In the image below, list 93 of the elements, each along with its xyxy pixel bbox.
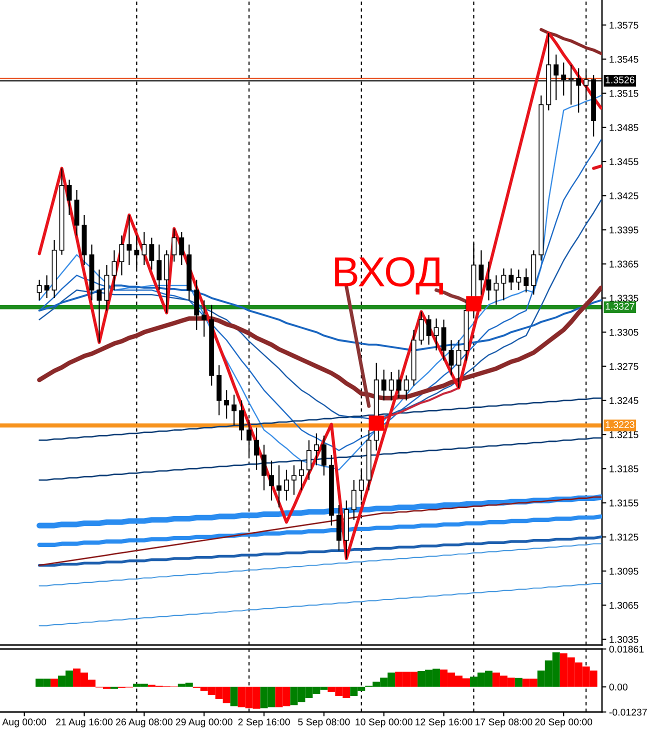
x-tick-label: 26 Aug 08:00 — [116, 718, 172, 728]
y-tick-label: 1.3575 — [610, 22, 638, 29]
line-series — [38, 437, 602, 481]
x-tick-label: 10 Sep 00:00 — [356, 718, 412, 728]
candlestick — [276, 464, 282, 508]
y-tick-label: 1.3515 — [610, 90, 638, 97]
candlestick — [156, 244, 162, 291]
line-series — [38, 94, 602, 470]
candlestick — [456, 340, 462, 388]
candlestick — [254, 427, 260, 470]
line-series — [38, 139, 602, 452]
bar — [514, 678, 522, 687]
y-tick-label: 1.3245 — [610, 397, 638, 404]
candlestick — [224, 390, 230, 420]
ref-line-label: 1.3223 — [606, 421, 634, 428]
candlestick — [36, 279, 42, 301]
y-tick-label: 1.3065 — [610, 602, 638, 609]
y-tick-label: 1.3275 — [610, 363, 638, 370]
x-tick-label: 5 Sep 08:00 — [298, 718, 350, 728]
candlestick — [306, 440, 312, 481]
line-series — [38, 583, 602, 626]
candlestick — [292, 464, 296, 496]
candlestick — [351, 480, 356, 520]
candlestick — [298, 460, 304, 491]
candlestick — [441, 319, 446, 362]
bar — [230, 686, 238, 706]
line-series — [38, 496, 602, 566]
candlestick — [202, 300, 207, 338]
y-tick-label: 0.00 — [609, 684, 628, 690]
candlestick — [426, 314, 432, 346]
bar — [50, 678, 58, 687]
line-series — [38, 536, 602, 567]
candlestick — [434, 318, 439, 351]
candlestick — [284, 469, 289, 502]
x-tick-label: 21 Aug 16:00 — [56, 718, 113, 728]
y-tick-label: 1.3425 — [610, 192, 638, 200]
x-tick-label: 17 Sep 08:00 — [476, 718, 532, 728]
candlestick — [478, 250, 484, 296]
candlestick — [524, 268, 529, 293]
candlestick — [262, 444, 266, 491]
ref-line-label: 1.3327 — [606, 302, 634, 310]
candlestick — [269, 460, 274, 502]
candlestick — [112, 250, 117, 291]
x-tick-label: 29 Aug 00:00 — [176, 718, 232, 728]
annotation: ВХОД — [335, 257, 443, 294]
line-series — [37, 514, 602, 547]
y-tick-label: 1.3395 — [610, 226, 638, 234]
y-tick-label: 1.3365 — [610, 260, 638, 268]
candlestick — [232, 394, 237, 426]
y-tick-label: 1.3485 — [610, 124, 638, 132]
candlestick — [44, 274, 50, 299]
y-tick-label: 1.3335 — [610, 294, 638, 302]
candlestick — [448, 340, 454, 376]
y-tick-label: 1.3305 — [610, 328, 638, 336]
candlestick — [142, 232, 147, 266]
candlestick — [381, 369, 386, 401]
candlestick — [418, 311, 424, 346]
candlestick — [388, 371, 394, 401]
candlestick — [96, 269, 102, 343]
y-tick-label: -0.01237 — [609, 708, 647, 716]
candlestick — [501, 268, 506, 301]
line-series — [38, 397, 602, 441]
candlestick — [508, 268, 514, 291]
y-tick-label: 1.3455 — [610, 158, 638, 166]
candlestick — [404, 374, 409, 401]
candlestick — [179, 232, 184, 266]
ref-line-label: 1.3526 — [606, 76, 634, 84]
candlestick — [172, 228, 177, 262]
y-tick-label: 1.3035 — [610, 636, 638, 643]
candlestick — [321, 435, 326, 476]
line-series — [540, 28, 602, 55]
candlestick — [396, 369, 402, 399]
candlestick — [494, 274, 499, 306]
x-tick-label: Aug 00:00 — [2, 718, 46, 728]
candlestick — [516, 269, 522, 291]
y-tick-label: 1.3185 — [610, 465, 638, 472]
x-tick-label: 2 Sep 16:00 — [238, 718, 290, 728]
y-tick-label: 1.3545 — [610, 56, 638, 63]
candlestick — [486, 261, 492, 301]
line-series — [38, 543, 602, 586]
candlestick — [66, 179, 72, 216]
candlestick — [314, 432, 319, 466]
y-tick-label: 1.3125 — [610, 534, 638, 541]
x-tick-label: 12 Sep 16:00 — [416, 718, 472, 728]
y-tick-label: 1.3095 — [610, 568, 638, 575]
y-tick-label: 0.01861 — [609, 646, 644, 653]
candlestick — [149, 237, 154, 270]
candlestick — [239, 400, 244, 441]
y-tick-label: 1.3215 — [610, 431, 638, 438]
candlestick — [119, 234, 124, 276]
y-tick-label: 1.3155 — [610, 500, 638, 506]
x-tick-label: 20 Sep 00:00 — [535, 718, 592, 728]
candlestick — [126, 214, 132, 266]
